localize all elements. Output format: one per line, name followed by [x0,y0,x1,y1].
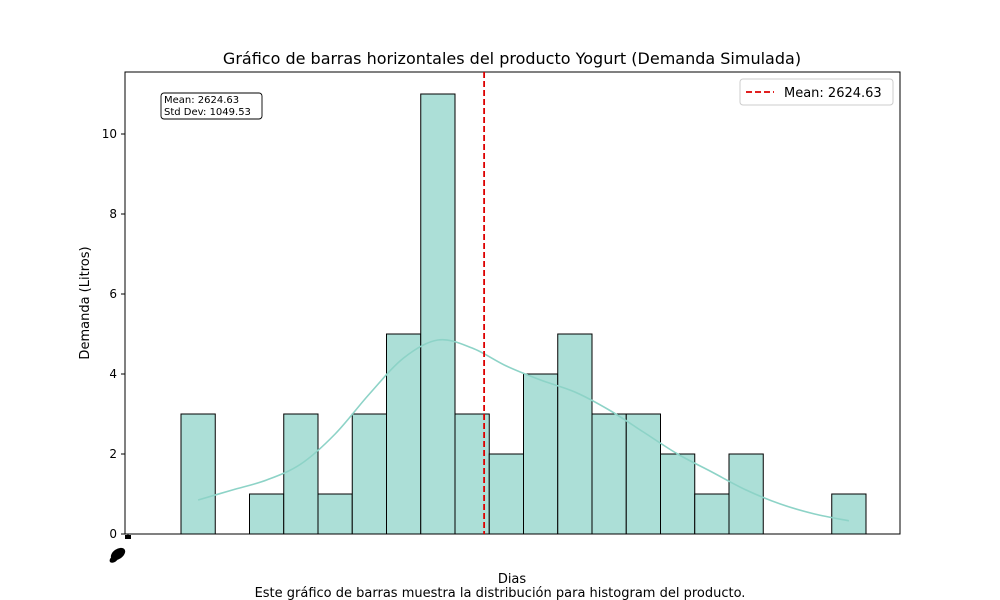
histogram-bar [831,493,867,535]
y-tick-label: 4 [109,367,117,381]
histogram-bar [180,413,216,535]
histogram-bar [317,493,353,535]
histogram-bar [283,413,319,535]
stats-std-text: Std Dev: 1049.53 [164,107,251,118]
histogram-bar [249,493,285,535]
y-tick-label: 6 [109,287,117,301]
x-axis-label: Dias [498,572,527,587]
y-axis: 0 2 4 6 8 10 [102,127,125,541]
histogram-bar [523,373,559,535]
chart-title: Gráfico de barras horizontales del produ… [223,49,801,68]
histogram-bar [386,333,422,535]
y-axis-label: Demanda (Litros) [78,246,93,359]
stats-box: Mean: 2624.63 Std Dev: 1049.53 [160,92,263,120]
histogram-bar [488,453,524,535]
stats-box-frame [160,92,263,120]
chart-caption: Este gráfico de barras muestra la distri… [255,586,746,600]
histogram-bars [180,93,867,535]
histogram-bar [420,93,456,535]
y-tick-label: 0 [109,527,117,541]
stats-mean-text: Mean: 2624.63 [164,95,239,106]
legend-frame [739,78,894,106]
y-tick-label: 10 [102,127,117,141]
histogram-bar [660,453,696,535]
x-tick-label-cluster [109,534,131,563]
histogram-bar [625,413,661,535]
legend: Mean: 2624.63 [739,78,894,106]
histogram-bar [557,333,593,535]
y-tick-label: 8 [109,207,117,221]
histogram-bar [728,453,764,535]
kde-curve [197,338,850,522]
legend-mean-label: Mean: 2624.63 [784,86,882,101]
histogram-bar [694,493,730,535]
histogram-bar [351,413,387,535]
histogram-bar [591,413,627,535]
y-tick-label: 2 [109,447,117,461]
